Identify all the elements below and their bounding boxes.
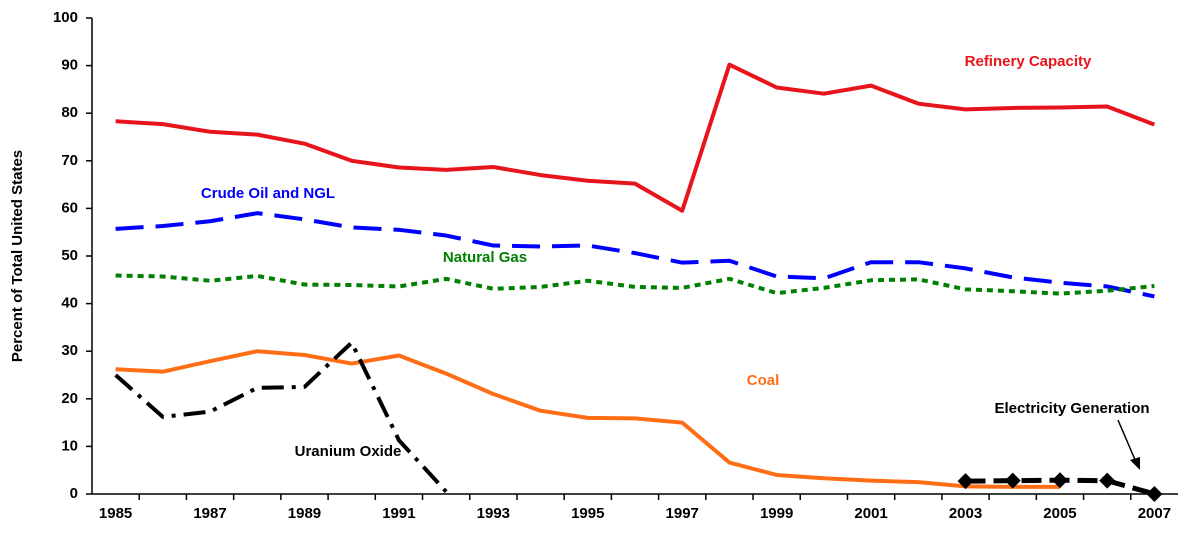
- marker: [1099, 472, 1116, 489]
- y-tick-label: 60: [61, 199, 78, 216]
- series-line: [115, 62, 1156, 213]
- x-tick-label: 1993: [477, 505, 510, 522]
- x-tick-label: 1999: [760, 505, 793, 522]
- x-tick-label: 2001: [854, 505, 887, 522]
- series-line: [115, 273, 1155, 296]
- marker: [1146, 486, 1163, 502]
- series-label: Refinery Capacity: [965, 53, 1092, 70]
- y-axis-label: Percent of Total United States: [9, 150, 26, 362]
- y-tick-label: 0: [70, 485, 78, 502]
- arrow: [1117, 419, 1137, 463]
- series-line: [115, 211, 1155, 299]
- y-tick-label: 80: [61, 104, 78, 121]
- x-tick-label: 2007: [1138, 505, 1171, 522]
- x-tick-label: 1991: [382, 505, 415, 522]
- series-line: [115, 349, 1060, 489]
- series-label: Electricity Generation: [994, 400, 1149, 417]
- y-tick-label: 40: [61, 295, 78, 312]
- y-tick-label: 90: [61, 57, 78, 74]
- series-label: Coal: [747, 372, 780, 389]
- x-tick-label: 1995: [571, 505, 604, 522]
- x-tick-label: 2003: [949, 505, 982, 522]
- y-tick-label: 30: [61, 342, 78, 359]
- arrow-head: [1130, 457, 1140, 470]
- marker: [957, 473, 974, 490]
- y-tick-label: 10: [61, 437, 78, 454]
- y-tick-label: 100: [53, 9, 78, 26]
- series-label: Crude Oil and NGL: [201, 185, 335, 202]
- x-tick-label: 1989: [288, 505, 321, 522]
- marker: [1004, 472, 1021, 489]
- y-tick-label: 70: [61, 152, 78, 169]
- x-tick-label: 1987: [193, 505, 226, 522]
- x-tick-label: 1985: [99, 505, 132, 522]
- series-label: Uranium Oxide: [295, 443, 402, 460]
- y-tick-label: 20: [61, 390, 78, 407]
- y-tick-label: 50: [61, 247, 78, 264]
- x-tick-label: 1997: [666, 505, 699, 522]
- x-tick-label: 2005: [1043, 505, 1076, 522]
- series-label: Natural Gas: [443, 249, 527, 266]
- marker: [1051, 472, 1068, 489]
- series-line: [114, 340, 448, 493]
